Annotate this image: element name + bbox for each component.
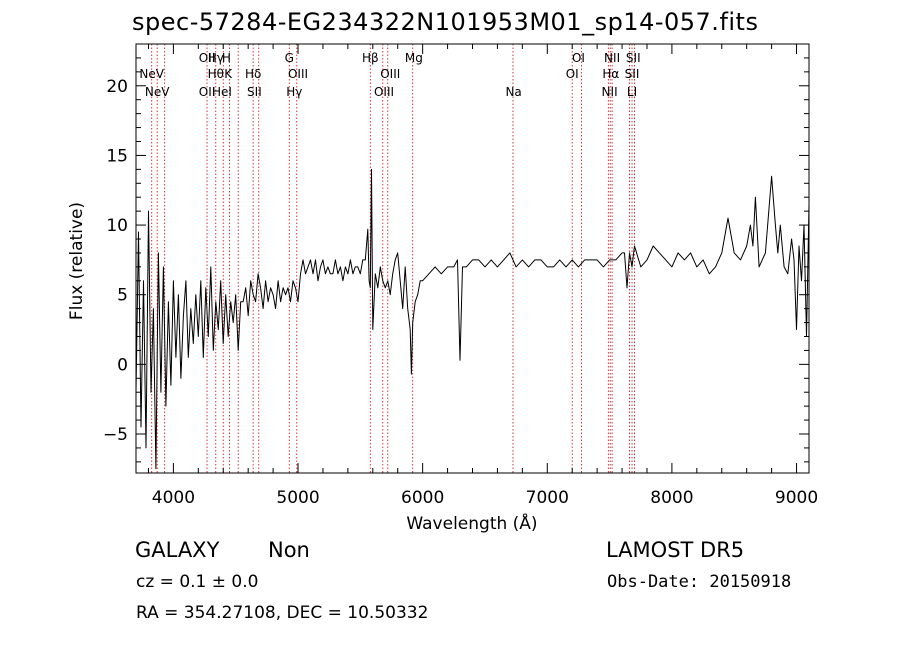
y-tick-label: 10	[106, 216, 128, 236]
plot-title: spec-57284-EG234322N101953M01_sp14-057.f…	[132, 8, 759, 36]
x-tick-label: 6000	[401, 488, 444, 508]
line-label: K	[224, 67, 233, 81]
x-tick-label: 7000	[526, 488, 569, 508]
y-tick-label: −5	[103, 425, 128, 445]
axis-ticks	[136, 44, 809, 473]
line-label: OIII	[380, 67, 400, 81]
x-tick-label: 9000	[775, 488, 818, 508]
line-label: HeI	[212, 85, 232, 99]
line-label: NeV	[139, 67, 164, 81]
line-label: NII	[602, 85, 618, 99]
redshift-label: cz = 0.1 ± 0.0	[136, 572, 259, 592]
x-axis-label: Wavelength (Å)	[406, 512, 537, 534]
line-label: G	[285, 51, 294, 65]
line-label: SII	[247, 85, 262, 99]
line-label: Hα	[602, 67, 619, 81]
line-label: OIII	[374, 85, 394, 99]
line-label: Hγ	[286, 85, 302, 99]
flux-series-line	[135, 168, 810, 470]
line-label: Hδ	[245, 67, 261, 81]
spectral-line-labels: NeVNeVOIIOIIHγHθHKHeIHδSIIGOIIIHγHβOIIIO…	[139, 51, 640, 99]
plot-frame	[135, 43, 810, 474]
x-tick-label: 4000	[152, 488, 195, 508]
y-tick-label: 5	[117, 286, 128, 306]
spectral-line-markers	[151, 44, 635, 473]
y-tick-label: 15	[106, 146, 128, 166]
line-label: SII	[625, 67, 640, 81]
line-label: Hβ	[362, 51, 379, 65]
line-label: Na	[505, 85, 521, 99]
line-label: NeV	[145, 85, 170, 99]
y-tick-label: 20	[106, 77, 128, 97]
line-label: NII	[604, 51, 620, 65]
line-label: OI	[566, 67, 579, 81]
x-tick-label: 5000	[276, 488, 319, 508]
survey-label: LAMOST DR5	[606, 538, 745, 562]
line-label: OII	[199, 85, 216, 99]
line-label: LI	[627, 85, 637, 99]
coordinates-label: RA = 354.27108, DEC = 10.50332	[136, 603, 429, 623]
axis-tick-labels: 4000 5000 6000 7000 8000 9000 −5 0 5 10 15 20	[103, 77, 818, 508]
object-subclass-label: Non	[268, 538, 310, 562]
line-label: Mg	[405, 51, 423, 65]
line-label: OII	[199, 51, 216, 65]
line-label: SII	[626, 51, 641, 65]
line-label: H	[222, 51, 231, 65]
observation-date-label: Obs-Date: 20150918	[607, 572, 792, 592]
line-label: OIII	[288, 67, 308, 81]
line-label: Hγ	[208, 51, 224, 65]
y-axis-label: Flux (relative)	[67, 202, 87, 320]
y-tick-label: 0	[117, 355, 128, 375]
line-label: Hθ	[208, 67, 224, 81]
line-label: OI	[572, 51, 585, 65]
object-class-label: GALAXY	[135, 538, 220, 562]
x-tick-label: 8000	[650, 488, 693, 508]
